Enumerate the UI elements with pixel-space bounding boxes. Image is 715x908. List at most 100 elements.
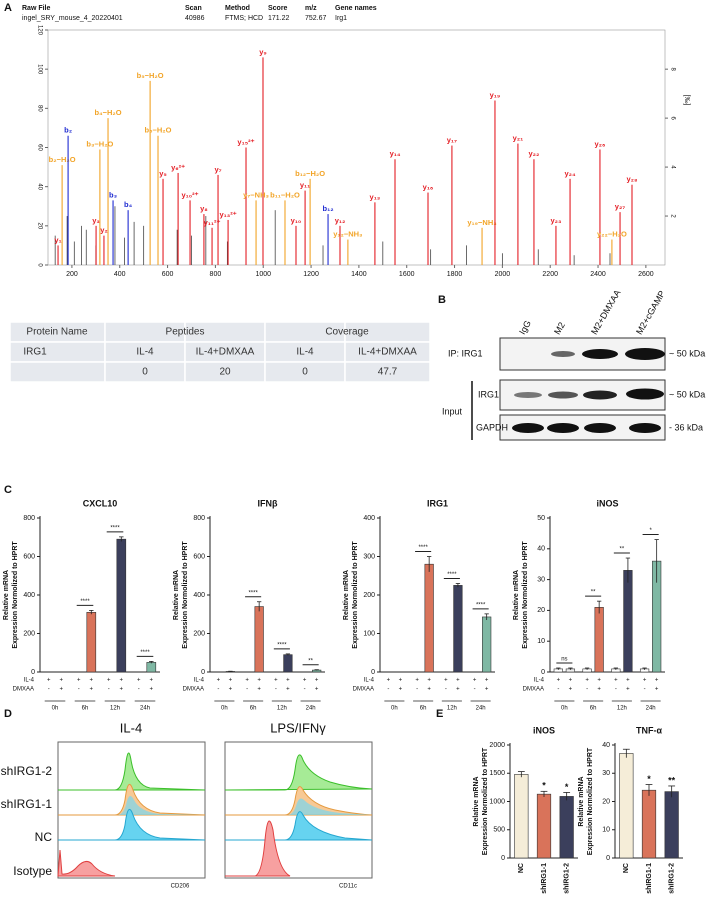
y-tick-label: 40 (602, 742, 610, 749)
significance-label: ** (591, 590, 596, 596)
row-sign: + (286, 687, 290, 693)
y-axis-label: Relative mRNA (473, 776, 480, 826)
histogram (58, 752, 206, 791)
y-tick-label: 200 (23, 630, 35, 637)
row-sign: + (427, 687, 431, 693)
size-marker: - 36 kDa (669, 422, 703, 432)
chart-title: CXCL10 (83, 498, 118, 508)
blot-input-label: Input (442, 406, 463, 416)
row-sign: - (416, 687, 418, 693)
ion-label: y₇ (214, 165, 221, 174)
bar (453, 585, 463, 673)
y-tick-label: 600 (193, 553, 205, 560)
row-sign: - (304, 687, 306, 693)
row-sign: + (415, 678, 419, 684)
significance-label: **** (277, 642, 287, 648)
table-value: 20 (219, 367, 231, 378)
panel-label: D (4, 708, 12, 720)
header-label: Score (268, 5, 288, 12)
table-subheader: IL-4 (296, 347, 314, 358)
panel-label: B (438, 294, 446, 306)
header-value: 171.22 (268, 15, 290, 22)
ion-label: b₁₂−H₂O (295, 169, 325, 178)
y-tick-label: 1500 (489, 770, 505, 777)
band (551, 351, 575, 357)
flow-x-label: CD11c (339, 884, 357, 890)
row-sign: + (286, 678, 290, 684)
row-sign: - (474, 687, 476, 693)
header-label: Raw File (22, 5, 51, 12)
x-tick-label: shIRG1-1 (646, 863, 653, 894)
table-header: Coverage (325, 327, 369, 338)
lane-label: M2+DMXAA (589, 288, 623, 336)
x-tick-label: 400 (114, 271, 126, 278)
ion-label: y₂₁ (513, 134, 524, 143)
group-label: 6h (420, 706, 427, 712)
header-value: 40986 (185, 15, 205, 22)
flow-x-label: CD206 (171, 884, 190, 890)
y-tick-label: 30 (602, 770, 610, 777)
row-sign: + (60, 678, 64, 684)
row-sign: + (456, 687, 460, 693)
ion-label: b₆−H₂O (145, 126, 172, 135)
x-tick-label: 1200 (303, 271, 319, 278)
y-tick-label: 20 (36, 222, 42, 229)
bar (623, 570, 633, 673)
table-cell (9, 361, 106, 383)
ion-label: y₇−NH₃ (243, 190, 269, 199)
significance-label: **** (110, 525, 120, 531)
row-sign: + (427, 678, 431, 684)
y-tick-label: 400 (23, 592, 35, 599)
row-sign: + (60, 687, 64, 693)
y-axis-label: Relative mRNA (513, 570, 520, 620)
band (547, 423, 579, 433)
ion-label: y₁₃²⁺ (219, 210, 236, 219)
lane-label: IgG (517, 319, 533, 337)
ion-label: y₉ (259, 47, 267, 56)
x-tick-label: NC (623, 863, 630, 873)
y-tick-label: 500 (493, 827, 505, 834)
row-sign: - (48, 687, 50, 693)
blot-row-label: IP: IRG1 (448, 348, 483, 358)
x-tick-label: shIRG1-2 (564, 863, 571, 894)
y-tick-label: 800 (193, 515, 205, 522)
y-tick-label: 300 (363, 553, 375, 560)
row-sign: - (78, 687, 80, 693)
row-sign: - (138, 687, 140, 693)
x-tick-label: shIRG1-2 (669, 863, 676, 894)
histogram (224, 754, 373, 791)
bar (514, 774, 529, 859)
x-tick-label: 800 (210, 271, 222, 278)
band (512, 423, 544, 433)
x-tick-label: 1600 (399, 271, 415, 278)
row-sign: + (585, 678, 589, 684)
table-subheader: IL-4+DMXAA (196, 347, 255, 358)
ion-label: y₁₉ (490, 90, 501, 99)
ion-label: y₁₃ (370, 192, 381, 201)
band (514, 392, 542, 398)
band (626, 388, 664, 400)
significance-label: ** (668, 775, 676, 785)
ion-label: y₂₈ (626, 175, 638, 184)
ion-label: y₂₂−H₂O (597, 230, 627, 239)
bar (86, 612, 97, 673)
x-tick-label: 200 (66, 271, 78, 278)
panel-label: E (436, 708, 443, 720)
x-tick-label: 2600 (638, 271, 654, 278)
header-value: 752.67 (305, 15, 327, 22)
row-sign: + (107, 678, 111, 684)
y2-tick-label: 2 (669, 214, 675, 218)
bar (146, 662, 157, 673)
y-tick-label: 0 (31, 669, 35, 676)
flow-title: LPS/IFNγ (270, 720, 326, 735)
x-tick-label: 1000 (255, 271, 271, 278)
histogram (57, 849, 116, 877)
significance-label: **** (80, 599, 90, 605)
row-sign: + (643, 678, 647, 684)
y-tick-label: 40 (537, 546, 545, 553)
y-tick-label: 0 (371, 669, 375, 676)
flow-frame (57, 741, 206, 879)
panel-label: C (4, 484, 12, 496)
significance-label: **** (248, 590, 258, 596)
size-marker: ~ 50 kDa (669, 348, 705, 358)
